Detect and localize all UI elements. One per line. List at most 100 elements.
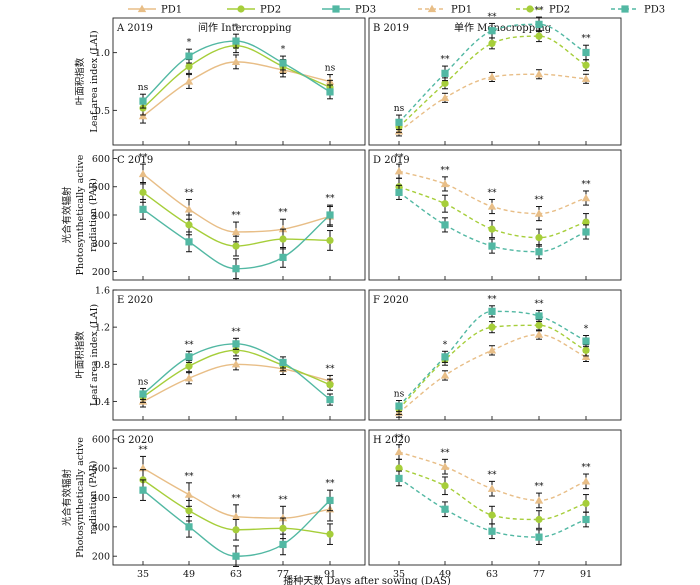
data-point-pd2 [395,464,403,472]
panel-e-2020: 0.4 0.8 1.2 1.6 E 2020 ns ** ** ** [95,286,366,421]
series-line-pd1 [398,73,587,132]
y-tick-label: 500 [92,182,110,193]
y-axis-title: 光合有效辐射 [61,469,73,527]
legend-marker-3 [427,4,437,13]
panel-frame [368,149,622,281]
data-point-pd2 [232,346,240,354]
data-point-pd1 [184,77,194,85]
data-point-pd3 [185,52,193,60]
data-point-pd3 [488,527,496,535]
data-point-pd3 [395,402,403,410]
data-point-pd1 [440,462,450,470]
data-point-pd1 [581,477,591,485]
data-point-pd1 [440,371,450,379]
data-point-pd3 [582,48,590,57]
significance-label: ** [535,482,545,492]
panel-frame [368,17,622,146]
data-point-pd3 [441,69,449,77]
data-point-pd1 [184,205,194,213]
panel-frame [112,17,366,146]
data-point-pd3 [185,523,193,531]
significance-label: ns [138,83,149,93]
panel-label: G 2020 [117,435,154,446]
legend-marker-5 [621,5,629,13]
significance-label: ** [582,180,592,190]
data-point-pd1 [581,74,591,82]
data-point-pd2 [582,61,590,69]
y-tick-label: 200 [92,267,110,278]
data-point-pd1 [184,490,194,498]
x-tick-label: 91 [580,569,592,580]
significance-label: * [281,45,286,55]
data-point-pd2 [535,321,543,329]
y-tick-label: 300 [92,522,110,533]
y-tick-label: 200 [92,552,110,563]
data-point-pd1 [534,330,544,338]
data-point-pd3 [232,552,240,560]
data-point-pd2 [488,225,496,233]
panel-b-2019: B 2019 单作 Monocropping ns ** ** ** ** [368,6,622,146]
x-tick-label: 49 [439,569,451,580]
panel-header: 间作 Intercropping [198,21,292,34]
y-tick-label: 600 [92,154,110,165]
series-line-pd3 [398,23,587,123]
data-point-pd3 [139,205,147,213]
data-point-pd3 [582,337,590,345]
significance-label: ns [394,104,405,114]
data-point-pd3 [535,248,543,256]
legend: PD1 PD2 PD3 PD1 PD2 PD3 [128,5,665,16]
data-point-pd1 [487,202,497,210]
data-point-pd3 [279,59,287,67]
panel-h-2020: H 2020********** [368,429,622,566]
data-point-pd2 [326,236,334,245]
legend-label-4: PD2 [549,5,570,16]
data-point-pd2 [441,482,449,490]
data-point-pd3 [232,340,240,348]
data-point-pd2 [185,362,193,370]
y-axis-title: Photosynthetically active [75,437,86,558]
y-axis-title: Leaf area index (LAI) [89,30,100,132]
significance-label: ** [139,445,149,455]
data-point-pd3 [139,486,147,494]
x-tick-label: 91 [324,569,336,580]
panel-frame [112,289,366,421]
series-line-pd2 [398,324,587,410]
significance-label: ** [441,55,451,65]
significance-label: ** [535,299,545,309]
data-point-pd1 [184,374,194,382]
significance-label: ** [326,479,336,489]
legend-label-0: PD1 [161,5,182,16]
panel-frame [368,289,622,421]
y-tick-label: 500 [92,464,110,475]
data-point-pd2 [326,381,334,389]
legend-label-3: PD1 [451,5,472,16]
legend-marker-0 [137,4,147,13]
legend-label-5: PD3 [644,5,665,16]
data-point-pd2 [232,526,240,534]
data-point-pd2 [582,346,590,354]
y-axis-title: Photosynthetically active [75,154,86,275]
data-point-pd3 [279,253,287,261]
series-line-pd2 [398,35,587,128]
data-point-pd1 [138,111,148,120]
x-tick-label: 49 [183,569,195,580]
data-point-pd3 [139,390,147,398]
data-point-pd2 [326,530,334,538]
data-point-pd3 [441,353,449,361]
data-point-pd1 [231,512,241,520]
data-point-pd1 [487,72,497,81]
y-tick-label: 1.0 [95,48,110,59]
significance-label: ** [441,448,451,458]
significance-label: ns [138,377,149,387]
data-point-pd1 [394,166,404,175]
data-point-pd1 [487,484,497,492]
data-point-pd1 [231,360,241,368]
significance-label: ** [488,188,498,198]
significance-label: ** [279,208,289,218]
data-point-pd2 [441,200,449,208]
data-point-pd3 [395,118,403,126]
significance-label: ** [488,470,498,480]
data-point-pd2 [232,242,240,250]
